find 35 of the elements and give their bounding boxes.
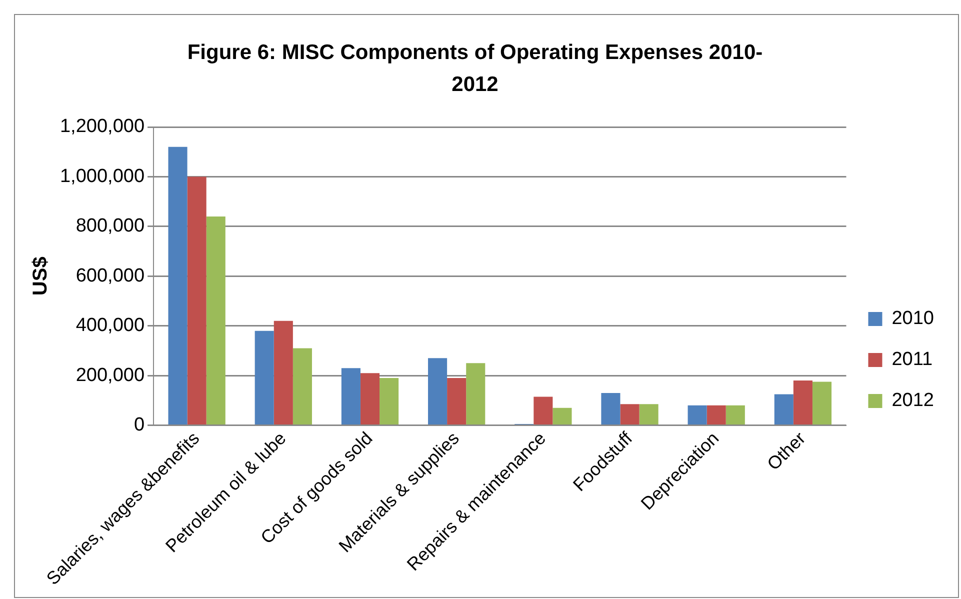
y-tick-label: 600,000 [76, 265, 145, 286]
y-axis-title: US$ [30, 256, 52, 296]
bar [168, 146, 188, 425]
bar [254, 330, 274, 425]
bar [206, 216, 226, 425]
legend-label: 2011 [892, 349, 933, 370]
bar [534, 396, 553, 425]
bar [274, 320, 293, 425]
bar [620, 404, 640, 425]
y-tick-label: 0 [134, 414, 145, 436]
bar [360, 373, 380, 425]
bar [187, 176, 206, 425]
bar [447, 378, 466, 425]
bar [706, 405, 726, 425]
bar [380, 378, 399, 425]
chart-title: Figure 6: MISC Components of Operating Expenses 2010-2012 [186, 40, 764, 98]
bar [428, 358, 448, 425]
bar [793, 380, 812, 425]
bar [726, 405, 745, 425]
y-tick-label: 1,000,000 [60, 166, 145, 187]
y-tick-label: 1,200,000 [60, 116, 145, 138]
bar [601, 392, 620, 425]
y-tick-label: 400,000 [76, 315, 145, 336]
bar [466, 363, 486, 425]
bar [292, 348, 312, 425]
bar [639, 404, 658, 425]
legend-label: 2010 [892, 308, 934, 330]
bar [552, 408, 572, 425]
bar [774, 394, 794, 425]
bar [341, 368, 360, 425]
y-tick-label: 800,000 [76, 216, 145, 237]
bar [812, 382, 832, 425]
y-tick-label: 200,000 [76, 364, 145, 386]
bar [688, 405, 707, 425]
legend-label: 2012 [892, 390, 934, 412]
